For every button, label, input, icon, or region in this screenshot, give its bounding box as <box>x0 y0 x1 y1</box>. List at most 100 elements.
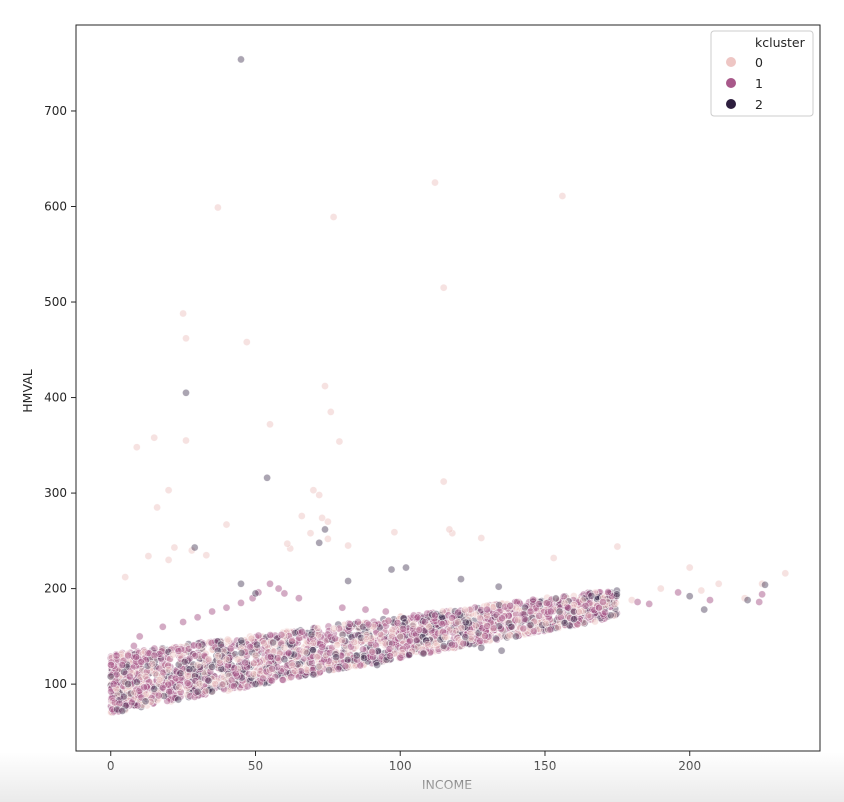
point-cluster-0 <box>369 622 378 631</box>
point-cluster-1 <box>206 667 215 676</box>
point-cluster-2 <box>492 634 500 643</box>
point-cluster-0 <box>390 528 399 537</box>
point-cluster-0 <box>265 666 274 674</box>
point-cluster-1 <box>320 655 328 664</box>
point-cluster-2 <box>130 701 139 710</box>
point-cluster-2 <box>309 670 318 679</box>
point-cluster-0 <box>577 607 586 616</box>
point-cluster-0 <box>464 616 473 625</box>
point-cluster-1 <box>158 622 167 631</box>
point-cluster-2 <box>570 615 578 624</box>
point-cluster-1 <box>318 643 326 651</box>
point-cluster-1 <box>278 675 287 684</box>
point-cluster-1 <box>454 608 462 617</box>
point-cluster-1 <box>423 609 432 618</box>
point-cluster-1 <box>277 630 286 639</box>
point-cluster-1 <box>268 664 276 673</box>
point-cluster-1 <box>483 622 492 630</box>
point-cluster-2 <box>497 646 506 655</box>
point-cluster-1 <box>520 615 529 623</box>
point-cluster-0 <box>266 420 274 429</box>
point-cluster-0 <box>155 675 164 684</box>
point-cluster-1 <box>158 683 167 692</box>
point-cluster-1 <box>511 616 520 624</box>
x-tick-label: 200 <box>678 759 701 773</box>
point-cluster-1 <box>426 648 434 657</box>
point-cluster-1 <box>546 625 554 634</box>
point-cluster-2 <box>521 603 529 612</box>
point-cluster-0 <box>164 665 173 674</box>
point-cluster-0 <box>291 667 299 675</box>
point-cluster-0 <box>256 667 265 675</box>
point-cluster-0 <box>556 618 564 626</box>
point-cluster-2 <box>457 575 465 583</box>
point-cluster-1 <box>645 600 654 608</box>
point-cluster-0 <box>575 607 583 616</box>
point-cluster-0 <box>223 635 232 644</box>
point-cluster-1 <box>189 641 198 650</box>
point-cluster-1 <box>412 630 420 639</box>
point-cluster-2 <box>344 577 352 585</box>
x-axis-label: INCOME <box>422 777 472 792</box>
point-cluster-2 <box>438 613 446 622</box>
point-cluster-1 <box>154 691 163 700</box>
point-cluster-2 <box>461 633 470 641</box>
point-cluster-0 <box>318 514 326 522</box>
point-cluster-0 <box>445 525 454 534</box>
point-cluster-0 <box>153 503 161 512</box>
point-cluster-2 <box>552 624 560 632</box>
point-cluster-1 <box>193 613 202 622</box>
point-cluster-0 <box>164 486 173 495</box>
legend-marker-2 <box>726 99 736 109</box>
point-cluster-1 <box>273 654 282 662</box>
point-cluster-0 <box>330 624 338 633</box>
point-cluster-0 <box>182 436 190 445</box>
point-cluster-1 <box>529 600 538 608</box>
point-cluster-0 <box>471 621 480 630</box>
point-cluster-0 <box>303 666 311 674</box>
point-cluster-1 <box>448 640 456 649</box>
point-cluster-0 <box>288 661 297 670</box>
point-cluster-0 <box>164 556 173 564</box>
point-cluster-2 <box>587 591 596 600</box>
point-cluster-1 <box>601 608 610 617</box>
point-cluster-1 <box>599 598 607 606</box>
point-cluster-2 <box>253 640 261 649</box>
point-cluster-2 <box>375 623 384 632</box>
point-cluster-1 <box>266 579 274 588</box>
point-cluster-0 <box>144 552 153 560</box>
point-cluster-2 <box>321 525 329 534</box>
point-cluster-0 <box>169 650 177 659</box>
point-cluster-2 <box>360 651 369 660</box>
point-cluster-1 <box>156 654 165 663</box>
point-cluster-2 <box>436 635 445 644</box>
x-axis: 0 50 100 150 200 <box>107 751 701 773</box>
point-cluster-1 <box>359 645 367 654</box>
point-cluster-2 <box>373 661 381 669</box>
point-cluster-0 <box>609 611 618 620</box>
point-cluster-2 <box>526 621 535 629</box>
point-cluster-2 <box>132 678 141 686</box>
point-cluster-0 <box>579 618 588 627</box>
point-cluster-1 <box>386 652 394 660</box>
point-cluster-1 <box>241 658 250 667</box>
point-cluster-2 <box>185 665 194 674</box>
y-tick-label: 600 <box>44 200 67 214</box>
point-cluster-0 <box>367 634 376 643</box>
point-cluster-0 <box>454 618 462 626</box>
point-cluster-0 <box>313 624 322 633</box>
point-cluster-0 <box>297 512 306 520</box>
point-cluster-2 <box>237 673 246 682</box>
point-cluster-1 <box>529 595 537 604</box>
point-cluster-2 <box>512 632 520 641</box>
point-cluster-2 <box>402 563 410 572</box>
point-cluster-1 <box>361 605 370 614</box>
point-cluster-0 <box>414 642 422 651</box>
point-cluster-0 <box>280 643 289 652</box>
point-cluster-0 <box>121 573 130 581</box>
point-cluster-0 <box>247 634 256 642</box>
point-cluster-0 <box>569 592 578 600</box>
point-cluster-1 <box>338 603 347 612</box>
point-cluster-2 <box>251 589 260 598</box>
point-cluster-2 <box>332 653 340 662</box>
